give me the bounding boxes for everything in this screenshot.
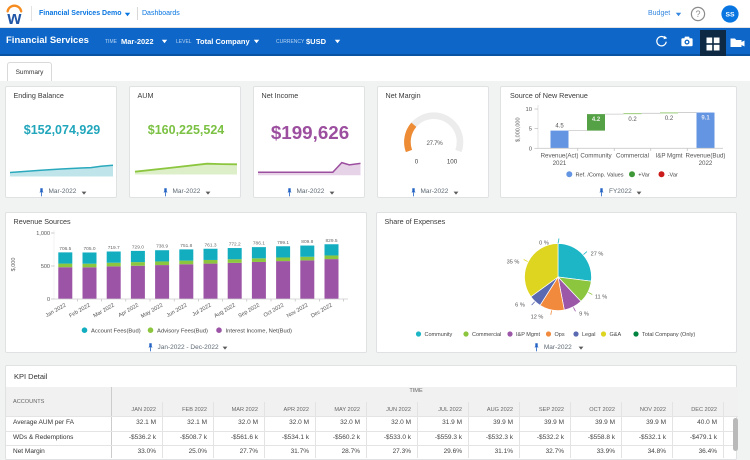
svg-text:May 2022: May 2022 — [140, 302, 164, 319]
svg-text:4.2: 4.2 — [592, 117, 601, 123]
svg-text:705.0: 705.0 — [83, 245, 95, 251]
svg-text:Interest Income, Net(Bud): Interest Income, Net(Bud) — [226, 328, 292, 334]
svg-text:0.2: 0.2 — [628, 117, 637, 123]
svg-text:Ops: Ops — [555, 332, 565, 338]
svg-text:100: 100 — [447, 159, 458, 166]
svg-text:Oct 2022: Oct 2022 — [263, 302, 285, 318]
svg-text:9.1: 9.1 — [701, 116, 710, 122]
svg-text:Jun 2022: Jun 2022 — [166, 302, 189, 319]
svg-text:$,000,000: $,000,000 — [515, 117, 521, 141]
svg-text:772.2: 772.2 — [229, 241, 241, 247]
svg-text:729.0: 729.0 — [132, 244, 144, 250]
svg-text:Sep 2022: Sep 2022 — [237, 302, 260, 319]
svg-text:?: ? — [695, 9, 700, 19]
svg-text:Community: Community — [425, 332, 453, 338]
svg-text:751.8: 751.8 — [180, 242, 192, 248]
svg-text:719.7: 719.7 — [108, 245, 120, 251]
svg-text:12 %: 12 % — [531, 314, 544, 320]
svg-text:Feb 2022: Feb 2022 — [68, 302, 91, 319]
svg-text:738.9: 738.9 — [156, 243, 168, 249]
svg-text:0: 0 — [415, 159, 419, 166]
svg-text:I&P Mgmt: I&P Mgmt — [516, 332, 541, 338]
svg-text:2022: 2022 — [699, 160, 713, 167]
svg-text:6 %: 6 % — [515, 302, 525, 308]
svg-text:829.5: 829.5 — [325, 237, 337, 243]
svg-text:Jan 2022: Jan 2022 — [45, 302, 68, 319]
svg-text:Mar 2022: Mar 2022 — [93, 302, 116, 319]
svg-text:Nov 2022: Nov 2022 — [286, 302, 309, 319]
svg-text:Apr 2022: Apr 2022 — [118, 302, 140, 318]
svg-text:Community: Community — [580, 153, 612, 160]
svg-text:500: 500 — [41, 264, 50, 270]
svg-text:5: 5 — [529, 127, 532, 133]
svg-text:Revenue(Act): Revenue(Act) — [541, 153, 579, 160]
svg-text:Ref. /Comp. Values: Ref. /Comp. Values — [576, 173, 624, 179]
svg-text:-Var: -Var — [668, 173, 678, 179]
svg-text:Dec 2022: Dec 2022 — [310, 302, 333, 319]
svg-text:761.3: 761.3 — [204, 242, 216, 248]
svg-text:+Var: +Var — [638, 173, 650, 179]
svg-text:4.5: 4.5 — [555, 124, 564, 130]
svg-text:1,000: 1,000 — [36, 231, 50, 237]
svg-text:Legal: Legal — [582, 332, 595, 338]
svg-text:Account Fees(Bud): Account Fees(Bud) — [91, 328, 141, 334]
svg-text:Revenue(Bud): Revenue(Bud) — [686, 153, 726, 160]
svg-text:799.1: 799.1 — [277, 239, 289, 245]
svg-text:SS: SS — [725, 12, 735, 19]
svg-text:35 %: 35 % — [507, 259, 520, 265]
svg-text:I&P Mgmt: I&P Mgmt — [655, 153, 682, 160]
svg-text:0: 0 — [529, 146, 532, 152]
svg-text:2021: 2021 — [553, 160, 567, 167]
svg-text:0 %: 0 % — [539, 240, 549, 246]
svg-text:11 %: 11 % — [595, 294, 607, 300]
svg-text:10: 10 — [526, 107, 532, 113]
svg-text:Advisory Fees(Bud): Advisory Fees(Bud) — [157, 328, 208, 334]
svg-text:27 %: 27 % — [591, 251, 604, 257]
svg-text:Jul 2022: Jul 2022 — [191, 302, 212, 318]
svg-text:$,000: $,000 — [11, 257, 17, 271]
svg-text:Commercial: Commercial — [616, 153, 649, 160]
svg-text:w: w — [6, 8, 22, 28]
svg-text:9 %: 9 % — [579, 311, 589, 317]
svg-text:786.1: 786.1 — [253, 240, 265, 246]
svg-text:0: 0 — [47, 297, 50, 303]
svg-text:0.2: 0.2 — [665, 116, 674, 122]
svg-text:27.7%: 27.7% — [426, 140, 443, 147]
svg-text:Commercial: Commercial — [472, 332, 501, 338]
svg-text:706.5: 706.5 — [59, 245, 71, 251]
svg-text:G&A: G&A — [610, 332, 622, 338]
svg-text:Aug 2022: Aug 2022 — [213, 302, 236, 319]
svg-text:809.8: 809.8 — [301, 239, 313, 245]
svg-text:Total Company (Only): Total Company (Only) — [642, 332, 695, 338]
